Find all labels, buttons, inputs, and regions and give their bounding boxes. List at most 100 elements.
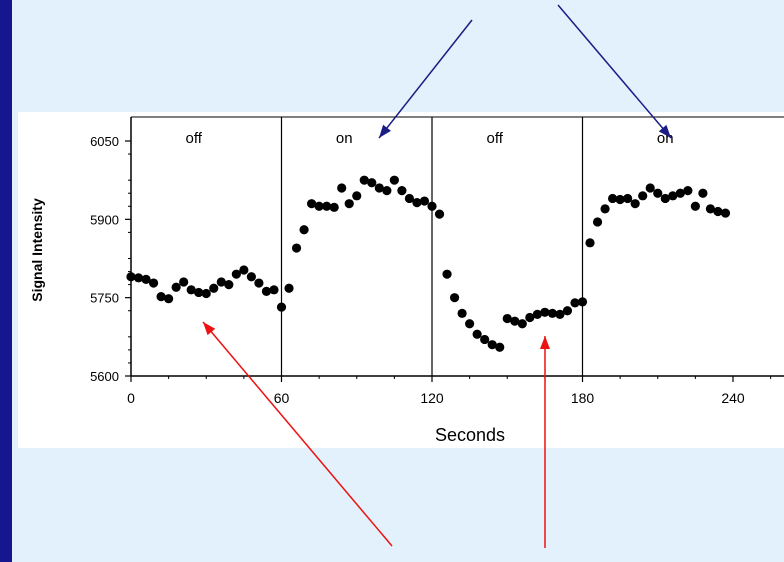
- data-point: [337, 183, 347, 193]
- data-point: [472, 329, 482, 339]
- data-point: [171, 282, 181, 292]
- data-point: [322, 201, 332, 211]
- data-point: [457, 308, 467, 318]
- data-point: [291, 243, 302, 253]
- data-point: [389, 175, 399, 185]
- x-tick-label: 180: [571, 390, 595, 406]
- block-label: on: [336, 130, 353, 147]
- arrow-to-off-block-1-head: [203, 322, 216, 336]
- data-point: [239, 265, 249, 275]
- arrow-to-off-block-1: [202, 321, 393, 547]
- data-point: [487, 340, 497, 350]
- data-point: [224, 280, 234, 290]
- data-point: [352, 191, 362, 201]
- arrow-to-on-block-1: [378, 19, 473, 139]
- data-point: [397, 186, 407, 196]
- data-point: [675, 188, 685, 198]
- data-point: [269, 285, 279, 295]
- data-point: [547, 308, 558, 318]
- data-point: [194, 287, 204, 298]
- data-point: [246, 272, 256, 282]
- data-point: [367, 178, 377, 188]
- annotation-arrows: [202, 4, 672, 548]
- data-point: [126, 272, 136, 282]
- data-point: [231, 269, 241, 279]
- data-point: [570, 298, 580, 308]
- data-point: [480, 334, 490, 345]
- data-point: [329, 202, 339, 212]
- data-point: [254, 278, 264, 288]
- data-point: [592, 217, 603, 227]
- data-point: [645, 183, 655, 193]
- arrow-to-on-block-1-head: [379, 124, 391, 138]
- arrow-to-on-block-2-head: [658, 124, 671, 138]
- data-point: [562, 306, 573, 316]
- data-point: [713, 206, 723, 217]
- data-point: [261, 286, 272, 296]
- y-tick-label: 5750: [90, 291, 119, 306]
- data-point: [299, 225, 309, 235]
- y-tick-label: 5900: [90, 212, 119, 227]
- data-point: [698, 188, 708, 198]
- data-point: [608, 193, 618, 204]
- data-point: [540, 307, 550, 317]
- left-accent-bar: [0, 0, 12, 562]
- data-point: [638, 191, 648, 201]
- y-tick-label: 6050: [90, 134, 119, 149]
- data-point: [502, 313, 512, 324]
- data-point: [690, 201, 700, 211]
- data-point: [585, 238, 595, 248]
- arrow-to-on-block-2: [557, 4, 672, 139]
- data-point: [577, 297, 588, 307]
- data-point: [209, 283, 219, 293]
- data-point: [465, 319, 475, 329]
- data-point: [615, 194, 625, 205]
- data-point: [307, 199, 317, 209]
- data-point: [449, 293, 460, 303]
- data-point: [525, 312, 535, 323]
- data-point: [683, 186, 693, 196]
- data-point: [276, 302, 287, 312]
- block-label: off: [487, 130, 504, 147]
- data-point: [705, 204, 716, 214]
- data-point: [186, 285, 196, 295]
- x-tick-label: 0: [127, 390, 135, 406]
- data-points: [126, 175, 731, 352]
- data-point: [555, 309, 565, 319]
- data-point: [720, 208, 731, 218]
- data-point: [344, 199, 354, 209]
- x-tick-label: 60: [274, 390, 290, 406]
- data-point: [427, 201, 437, 211]
- data-point: [653, 188, 663, 198]
- data-point: [404, 193, 415, 204]
- x-axis-title: Seconds: [435, 425, 505, 445]
- data-point: [141, 274, 151, 284]
- data-point: [600, 204, 610, 214]
- x-tick-label: 240: [721, 390, 745, 406]
- arrow-to-off-block-2-head: [540, 336, 550, 349]
- data-point: [532, 309, 542, 319]
- data-point: [133, 273, 144, 283]
- data-point: [495, 342, 505, 352]
- data-point: [382, 186, 392, 196]
- data-point: [630, 199, 640, 209]
- data-point: [164, 294, 174, 304]
- data-point: [148, 278, 159, 288]
- data-point: [419, 196, 430, 206]
- axes: 5600 5750 5900 6050 0 60 120 180 240: [90, 116, 784, 406]
- data-point: [660, 193, 670, 204]
- data-point: [201, 288, 211, 299]
- data-point: [359, 175, 369, 185]
- y-tick-label: 5600: [90, 369, 119, 384]
- data-point: [374, 183, 384, 193]
- data-point: [442, 269, 452, 279]
- data-point: [156, 292, 166, 302]
- data-point: [510, 316, 520, 326]
- y-axis-title: Signal Intensity: [29, 198, 45, 302]
- data-point: [284, 283, 294, 293]
- x-tick-label: 120: [420, 390, 444, 406]
- data-point: [412, 198, 422, 208]
- data-point: [434, 209, 445, 219]
